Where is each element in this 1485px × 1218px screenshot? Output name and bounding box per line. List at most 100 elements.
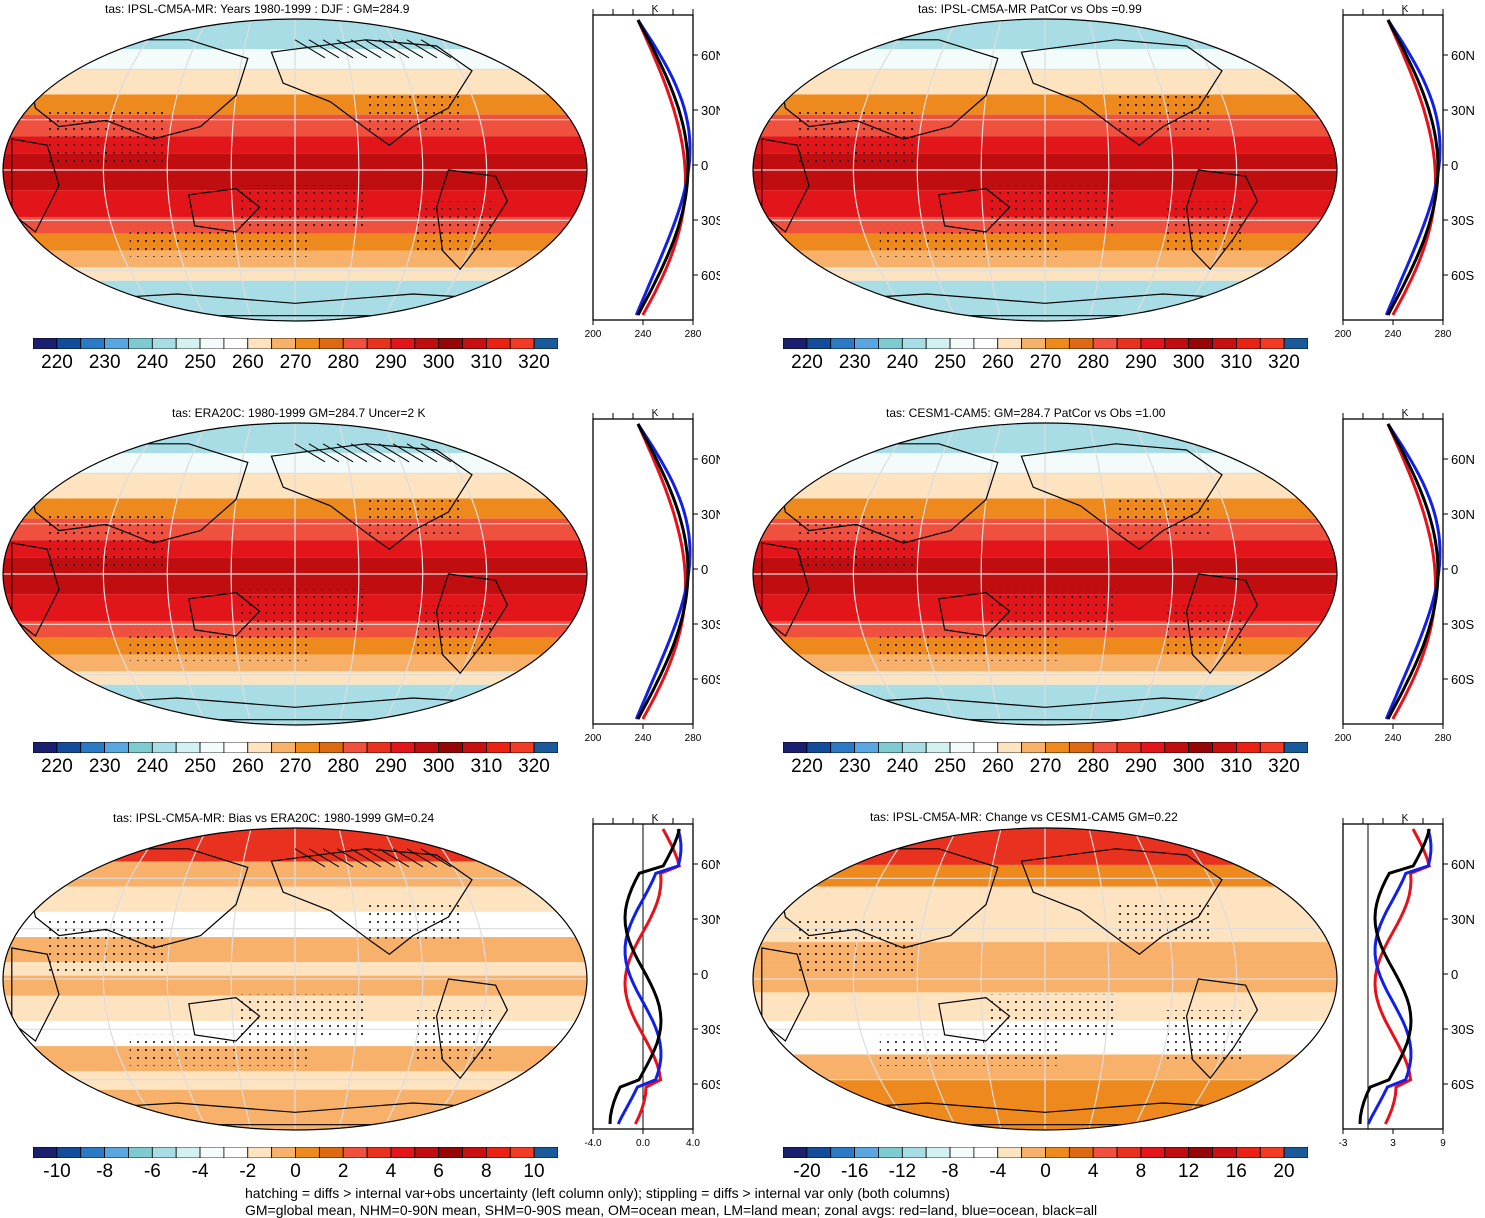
colorbar-5 <box>33 1147 558 1158</box>
colorbar-swatch <box>390 1147 416 1158</box>
longitude-gridline <box>980 423 1002 725</box>
colorbar-swatch <box>128 1147 153 1158</box>
land-zonal-avg-line <box>636 423 688 720</box>
stippling-region <box>1163 201 1246 251</box>
colorbar-swatch <box>151 1147 177 1158</box>
colorbar-tick-label: 310 <box>470 756 503 777</box>
longitude-gridline <box>382 19 424 321</box>
colorbar-swatch <box>128 338 153 349</box>
zonal-profile-6: K 60N 30N 0 30S 60S -3 3 9 <box>1339 813 1475 1149</box>
hatching-line <box>308 39 340 59</box>
profile-lat-label: 0 <box>701 562 708 577</box>
longitude-gridline <box>338 423 360 725</box>
profile-lat-label: 0 <box>1451 562 1458 577</box>
colorbar-swatch <box>783 1147 808 1158</box>
australia-outline <box>938 187 1011 233</box>
colorbar-swatch <box>342 1147 368 1158</box>
all-zonal-avg-line <box>608 828 681 1125</box>
profile-unit-label: K <box>1402 4 1409 15</box>
zonal-profile-3: K 60N 30N 0 30S 60S 200 240 280 <box>585 408 720 744</box>
stippling-region <box>1115 496 1211 534</box>
colorbar-swatch <box>318 1147 344 1158</box>
colorbar-tick-label: 220 <box>41 352 73 373</box>
colorbar-swatch <box>462 338 487 349</box>
profile-x-label: 200 <box>585 733 602 744</box>
stippling-region <box>236 185 366 229</box>
colorbar-tick-label: 12 <box>1178 1161 1200 1182</box>
colorbar-tick-label: 290 <box>375 352 407 373</box>
colorbar-swatch <box>1164 338 1190 349</box>
land-zonal-avg-line <box>623 828 682 1125</box>
longitude-gridline <box>166 19 208 321</box>
stippling-region <box>879 225 1057 257</box>
colorbar-tick-label: -16 <box>840 1161 869 1182</box>
colorbar-3 <box>33 742 558 753</box>
map-field <box>3 19 587 321</box>
hatching-line <box>308 848 340 868</box>
eurasia-outline <box>28 39 249 140</box>
colorbar-swatch <box>247 338 273 349</box>
colorbar-tick-label: 8 <box>1135 1161 1147 1182</box>
colorbar-swatch <box>223 1147 249 1158</box>
colorbar-tick-label: 320 <box>1268 756 1300 777</box>
colorbar-6 <box>783 1147 1308 1158</box>
map-field <box>3 423 587 725</box>
colorbar-swatch <box>878 338 903 349</box>
hatching-line <box>294 443 326 463</box>
eurasia-outline <box>778 39 999 140</box>
colorbar-tick-label: 8 <box>481 1161 492 1182</box>
colorbar-swatch <box>56 1147 82 1158</box>
profile-x-label: 200 <box>585 329 602 340</box>
colorbar-swatch <box>128 742 153 753</box>
colorbar-tick-label: 300 <box>1172 352 1205 373</box>
colorbar-swatch <box>949 742 975 753</box>
land-zonal-avg-line <box>1373 828 1432 1125</box>
hatching-line <box>364 848 396 868</box>
africa-outline <box>761 542 810 637</box>
colorbar-swatch <box>1068 1147 1094 1158</box>
hatching-line <box>350 443 382 463</box>
africa-outline <box>11 947 60 1042</box>
profile-frame <box>1342 14 1444 321</box>
hatching-line <box>308 443 340 463</box>
hatching-line <box>336 39 368 59</box>
colorbar-swatch <box>80 338 105 349</box>
panel-title-5: tas: IPSL-CM5A-MR: Bias vs ERA20C: 1980-… <box>113 811 435 825</box>
longitude-gridline <box>1132 19 1174 321</box>
profile-lat-label: 30S <box>1451 213 1474 228</box>
hatching-line <box>364 39 396 59</box>
stippling-region <box>365 496 461 534</box>
all-zonal-avg-line <box>636 19 690 316</box>
longitude-gridline <box>1132 423 1174 725</box>
colorbar-swatch <box>80 742 105 753</box>
colorbar-swatch <box>33 338 58 349</box>
profile-x-label: 240 <box>635 329 652 340</box>
colorbar-swatch <box>1092 1147 1118 1158</box>
colorbar-tick-label: -8 <box>96 1161 114 1182</box>
africa-outline <box>761 138 810 233</box>
colorbar-tick-label: 250 <box>934 756 966 777</box>
eurasia-outline <box>28 443 249 544</box>
profile-x-label: 200 <box>1335 733 1352 744</box>
profile-lat-label: 30N <box>1451 103 1475 118</box>
colorbar-tick-label: 290 <box>375 756 407 777</box>
colorbar-tick-label: 310 <box>1220 756 1253 777</box>
colorbar-swatch <box>1045 338 1070 349</box>
stippling-region <box>1115 901 1211 939</box>
colorbar-swatch <box>1164 1147 1190 1158</box>
profile-lat-label: 60S <box>701 672 720 687</box>
colorbar-tick-label: 250 <box>184 756 216 777</box>
colorbar-tick-label: 0 <box>1040 1161 1051 1182</box>
colorbar-swatch <box>830 1147 855 1158</box>
colorbar-swatch <box>318 742 344 753</box>
colorbar-swatch <box>414 338 440 349</box>
profile-x-label: 240 <box>1385 733 1402 744</box>
australia-outline <box>938 996 1011 1042</box>
colorbar-swatch <box>533 1147 558 1158</box>
colorbar-swatch <box>175 742 201 753</box>
longitude-gridline <box>916 423 958 725</box>
profile-x-label: 280 <box>685 329 702 340</box>
colorbar-swatch <box>486 338 511 349</box>
stippling-region <box>129 225 307 257</box>
longitude-gridline <box>852 828 915 1130</box>
